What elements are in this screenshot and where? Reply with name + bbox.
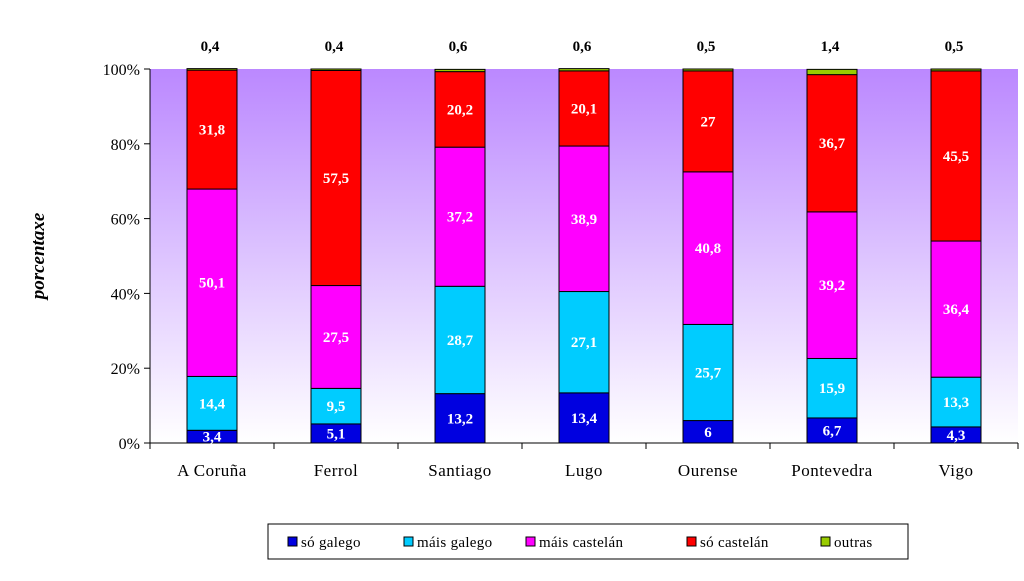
bar-segment (434, 146, 486, 287)
x-category-label: Vigo (939, 461, 974, 480)
bar-value-label: 15,9 (819, 381, 845, 397)
bar-segment (806, 211, 858, 359)
bar-value-label: 6,7 (823, 423, 842, 439)
bar-top-value-label: 0,6 (573, 39, 592, 55)
bar-top-value-label: 0,5 (697, 39, 716, 55)
legend-swatch (287, 536, 298, 547)
y-tick-label: 100% (103, 62, 140, 79)
bar-segment (930, 376, 982, 428)
x-category-label: Ferrol (314, 461, 359, 480)
legend-swatch (403, 536, 414, 547)
bar-value-label: 57,5 (323, 171, 349, 187)
bar-segment (806, 74, 858, 213)
bar-value-label: 38,9 (571, 212, 597, 228)
bar-top-value-label: 0,5 (945, 39, 964, 55)
bar-segment (558, 70, 610, 147)
bar-segment (310, 387, 362, 425)
bar-top-value-label: 0,4 (201, 39, 220, 55)
bar-segment (434, 285, 486, 395)
bar-segment (682, 171, 734, 325)
x-category-label: Pontevedra (791, 461, 872, 480)
legend-swatch (686, 536, 697, 547)
legend-label: máis galego (417, 535, 492, 551)
bar-segment (186, 68, 238, 71)
x-category-label: A Coruña (177, 461, 247, 480)
bar-segment (558, 68, 610, 72)
legend-label: máis castelán (539, 535, 623, 551)
bar-segment (930, 68, 982, 72)
bar-value-label: 36,7 (819, 136, 846, 152)
bar-value-label: 14,4 (199, 396, 226, 412)
legend-label: outras (834, 535, 872, 551)
legend-swatch (525, 536, 536, 547)
x-category-label: Lugo (565, 461, 603, 480)
legend-box (267, 523, 909, 560)
bar-value-label: 50,1 (199, 276, 225, 292)
bar-value-label: 40,8 (695, 241, 721, 257)
bar-segment (806, 417, 858, 444)
legend-label: só galego (301, 535, 361, 551)
x-category-label: Santiago (428, 461, 492, 480)
bar-top-value-label: 0,4 (325, 39, 344, 55)
bar-value-label: 28,7 (447, 333, 474, 349)
bar-value-label: 20,2 (447, 102, 473, 118)
bar-segment (682, 68, 734, 72)
bar-value-label: 3,4 (203, 430, 222, 446)
bar-segment (434, 393, 486, 444)
bar-top-value-label: 0,6 (449, 39, 468, 55)
bar-segment (434, 68, 486, 73)
bar-segment (186, 69, 238, 190)
bar-value-label: 4,3 (947, 428, 966, 444)
bar-value-label: 25,7 (695, 366, 722, 382)
bar-value-label: 27,1 (571, 335, 597, 351)
bar-segment (558, 291, 610, 394)
bar-segment (310, 68, 362, 71)
y-tick-label: 20% (111, 361, 140, 378)
y-axis-label: porcentaxe (28, 212, 49, 301)
bar-value-label: 27,5 (323, 330, 349, 346)
bar-value-label: 9,5 (327, 399, 346, 415)
y-tick-label: 80% (111, 137, 140, 154)
bar-segment (186, 188, 238, 377)
bar-segment (310, 285, 362, 389)
bar-segment (434, 71, 486, 148)
bar-value-label: 45,5 (943, 149, 969, 165)
bar-value-label: 39,2 (819, 278, 845, 294)
y-tick-label: 40% (111, 286, 140, 303)
y-tick-label: 0% (119, 436, 140, 453)
bar-top-value-label: 1,4 (821, 39, 840, 55)
bar-segment (682, 70, 734, 173)
bar-value-label: 13,4 (571, 411, 598, 427)
x-category-label: Ourense (678, 461, 738, 480)
bar-value-label: 31,8 (199, 123, 225, 139)
bar-segment (558, 392, 610, 444)
bar-segment (682, 323, 734, 422)
legend-swatch (820, 536, 831, 547)
bar-value-label: 6 (704, 425, 712, 441)
legend-label: só castelán (700, 535, 769, 551)
bar-segment (558, 145, 610, 293)
bar-value-label: 36,4 (943, 302, 970, 318)
bar-value-label: 37,2 (447, 210, 473, 226)
bar-segment (930, 240, 982, 378)
bar-segment (186, 375, 238, 431)
bar-segment (930, 70, 982, 242)
bar-value-label: 13,3 (943, 395, 969, 411)
bar-segment (806, 68, 858, 76)
bar-value-label: 27 (701, 114, 717, 130)
bar-value-label: 13,2 (447, 411, 473, 427)
bar-value-label: 20,1 (571, 101, 597, 117)
bar-segment (806, 357, 858, 419)
bar-value-label: 5,1 (327, 426, 346, 442)
y-tick-label: 60% (111, 212, 140, 229)
